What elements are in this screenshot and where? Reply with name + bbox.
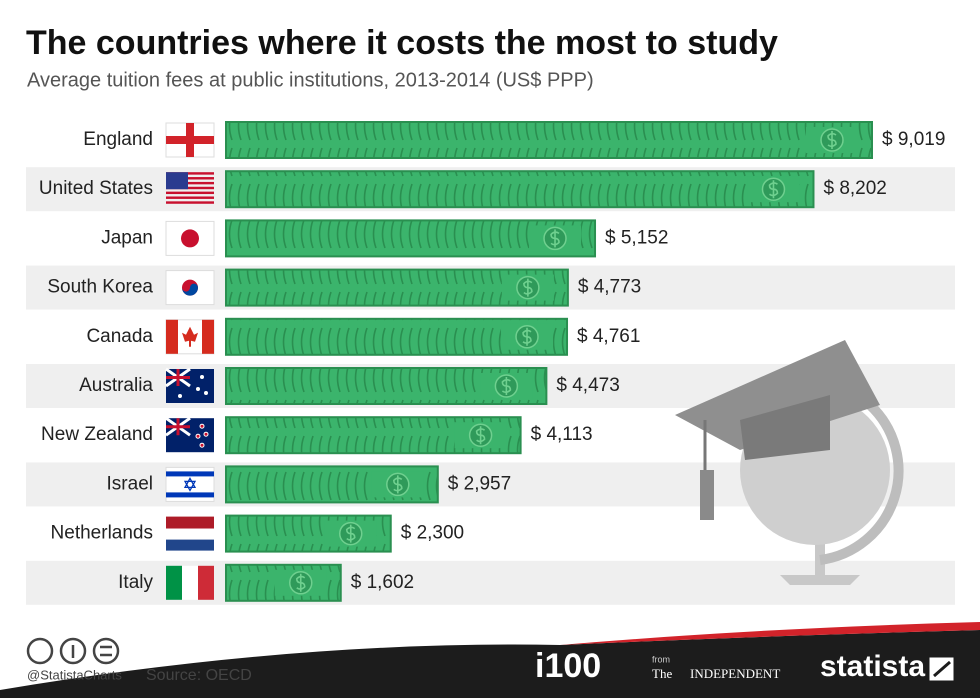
dollar-sign	[523, 278, 533, 297]
value-label: $ 4,773	[578, 277, 641, 298]
flag-part	[204, 391, 208, 395]
flag-part	[166, 172, 214, 175]
credit: @StatistaCharts	[27, 667, 122, 682]
flag-part	[166, 177, 214, 180]
source: Source: OECD	[146, 667, 252, 684]
value-label: $ 4,113	[531, 424, 593, 445]
flag-part	[195, 433, 201, 439]
value-label: $ 5,152	[605, 227, 668, 248]
dollar-sign	[827, 131, 837, 149]
logo-the: The	[652, 666, 672, 681]
flag-part	[166, 565, 182, 600]
category-label: Israel	[107, 473, 153, 494]
flag-part	[200, 375, 204, 379]
dollar-sign	[501, 377, 512, 395]
flag-part	[178, 394, 182, 398]
dollar-sign	[295, 573, 306, 592]
category-label: Canada	[86, 326, 153, 347]
flag	[166, 172, 214, 204]
flag-part	[202, 319, 214, 354]
rows: England $ 9,019 United States $ 8,202 Japan $…	[26, 121, 955, 605]
category-label: United States	[39, 178, 153, 199]
flag-part	[166, 186, 214, 190]
dollar-sign	[345, 524, 356, 543]
category-label: Netherlands	[51, 523, 153, 544]
flag	[165, 319, 215, 355]
flag-part	[166, 201, 214, 204]
flag-part	[199, 442, 205, 448]
flag-part	[166, 191, 214, 195]
dollar-sign	[550, 229, 560, 248]
category-label: Italy	[118, 572, 153, 593]
flag	[165, 220, 215, 256]
category-label: Australia	[79, 375, 153, 396]
statista-icon	[926, 654, 957, 684]
flag-part	[199, 423, 205, 429]
category-label: New Zealand	[41, 424, 153, 445]
dollar-sign	[392, 475, 403, 494]
value-label: $ 9,019	[882, 129, 945, 150]
value-label: $ 2,957	[448, 473, 511, 494]
dollar-sign	[768, 180, 779, 199]
flag-part	[166, 528, 214, 540]
logo-statista: statista	[820, 650, 925, 683]
flag-part	[166, 196, 214, 199]
category-label: Japan	[101, 227, 153, 248]
flag-part	[182, 283, 198, 296]
flag-bg	[165, 270, 215, 306]
logo-independent: INDEPENDENT	[690, 666, 780, 681]
flag-part	[183, 477, 197, 492]
footer-band	[0, 630, 980, 698]
flag-part	[166, 418, 190, 436]
flag-part	[196, 387, 200, 391]
flag-part	[181, 229, 199, 248]
flag-part	[166, 181, 214, 185]
flag	[165, 367, 214, 403]
flag-part	[166, 136, 214, 144]
footer-accent	[560, 622, 980, 645]
flag	[165, 270, 215, 306]
value-label: $ 2,300	[401, 523, 464, 544]
logo-i100: i100	[535, 647, 601, 685]
flag	[165, 466, 215, 502]
dollar-sign	[522, 327, 532, 346]
category-label: England	[83, 129, 153, 150]
flag-part	[198, 565, 214, 600]
flag	[166, 516, 214, 551]
flag-part	[182, 326, 198, 347]
flag-part	[166, 539, 214, 551]
flag-part	[166, 516, 214, 529]
bar	[225, 121, 873, 159]
flag-part	[166, 492, 214, 498]
value-label: $ 4,761	[577, 326, 640, 347]
flag-part	[166, 172, 188, 190]
value-label: $ 8,202	[823, 178, 886, 199]
value-label: $ 1,602	[351, 572, 414, 593]
license-icons	[26, 637, 120, 665]
flag-part	[166, 471, 214, 477]
chart-subtitle: Average tuition fees at public instituti…	[27, 69, 594, 91]
dollar-sign	[475, 426, 486, 445]
chart-title: The countries where it costs the most to…	[26, 24, 778, 62]
flag	[165, 122, 215, 158]
flag-part	[166, 319, 178, 354]
globe-illustration	[675, 340, 904, 585]
flag-part	[182, 565, 198, 600]
flag-part	[166, 369, 190, 386]
bar	[225, 170, 815, 209]
flag-part	[203, 431, 209, 437]
flag	[165, 416, 214, 453]
flag	[166, 565, 214, 600]
value-label: $ 4,473	[556, 375, 619, 396]
category-label: South Korea	[47, 277, 153, 298]
logo-from: from	[652, 654, 670, 664]
